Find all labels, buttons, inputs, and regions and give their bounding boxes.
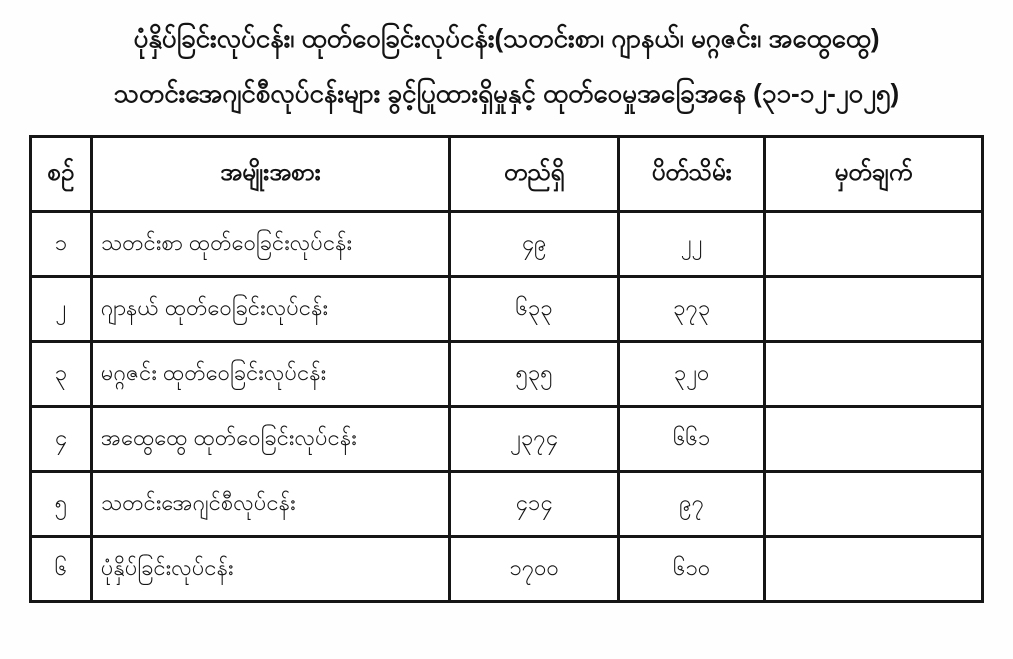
row-remark [762,405,985,473]
table-row: ၂ ဂျာနယ် ထုတ်ဝေခြင်းလုပ်ငန်း ၆၃၃ ၃၇၃ [29,275,985,343]
row-remark [762,535,985,603]
row-existing-count: ၁၇၀၀ [447,535,621,603]
header-remark: မှတ်ချက် [762,135,985,213]
table-header-row: စဉ် အမျိုးအစား တည်ရှိ ပိတ်သိမ်း မှတ်ချက် [29,135,985,213]
table-row: ၁ သတင်းစာ ထုတ်ဝေခြင်းလုပ်ငန်း ၄၉ ၂၂ [29,210,985,278]
row-existing-count: ၄၉ [447,210,621,278]
statistics-table: စဉ် အမျိုးအစား တည်ရှိ ပိတ်သိမ်း မှတ်ချက်… [29,135,985,603]
row-existing-count: ၅၃၅ [447,340,621,408]
header-existing: တည်ရှိ [447,135,621,213]
row-serial-no: ၆ [29,535,93,603]
table-row: ၄ အထွေထွေ ထုတ်ဝေခြင်းလုပ်ငန်း ၂၃၇၄ ၆၆၁ [29,405,985,473]
document-title: ပုံနှိပ်ခြင်းလုပ်ငန်း၊ ထုတ်ဝေခြင်းလုပ်ငန… [0,0,1013,109]
row-closed-count: ၃၂၀ [617,340,766,408]
row-closed-count: ၉၇ [617,470,766,538]
row-closed-count: ၆၆၁ [617,405,766,473]
title-line-1: ပုံနှိပ်ခြင်းလုပ်ငန်း၊ ထုတ်ဝေခြင်းလုပ်ငန… [133,23,880,53]
row-remark [762,470,985,538]
header-closed: ပိတ်သိမ်း [617,135,766,213]
row-serial-no: ၂ [29,275,93,343]
row-serial-no: ၄ [29,405,93,473]
row-category: ပုံနှိပ်ခြင်းလုပ်ငန်း [89,535,451,603]
row-serial-no: ၃ [29,340,93,408]
table-row: ၆ ပုံနှိပ်ခြင်းလုပ်ငန်း ၁၇၀၀ ၆၁၀ [29,535,985,603]
row-remark [762,340,985,408]
row-category: ဂျာနယ် ထုတ်ဝေခြင်းလုပ်ငန်း [89,275,451,343]
header-serial-no: စဉ် [29,135,93,213]
row-category: သတင်းအေဂျင်စီလုပ်ငန်း [89,470,451,538]
row-existing-count: ၄၁၄ [447,470,621,538]
header-category: အမျိုးအစား [89,135,451,213]
row-remark [762,275,985,343]
row-existing-count: ၂၃၇၄ [447,405,621,473]
row-closed-count: ၃၇၃ [617,275,766,343]
row-serial-no: ၁ [29,210,93,278]
table-row: ၅ သတင်းအေဂျင်စီလုပ်ငန်း ၄၁၄ ၉၇ [29,470,985,538]
row-category: အထွေထွေ ထုတ်ဝေခြင်းလုပ်ငန်း [89,405,451,473]
row-closed-count: ၂၂ [617,210,766,278]
row-existing-count: ၆၃၃ [447,275,621,343]
row-remark [762,210,985,278]
row-category: သတင်းစာ ထုတ်ဝေခြင်းလုပ်ငန်း [89,210,451,278]
table-row: ၃ မဂ္ဂဇင်း ထုတ်ဝေခြင်းလုပ်ငန်း ၅၃၅ ၃၂၀ [29,340,985,408]
row-serial-no: ၅ [29,470,93,538]
row-closed-count: ၆၁၀ [617,535,766,603]
title-line-2: သတင်းအေဂျင်စီလုပ်ငန်းများ ခွင့်ပြုထားရှိ… [113,77,900,108]
row-category: မဂ္ဂဇင်း ထုတ်ဝေခြင်းလုပ်ငန်း [89,340,451,408]
